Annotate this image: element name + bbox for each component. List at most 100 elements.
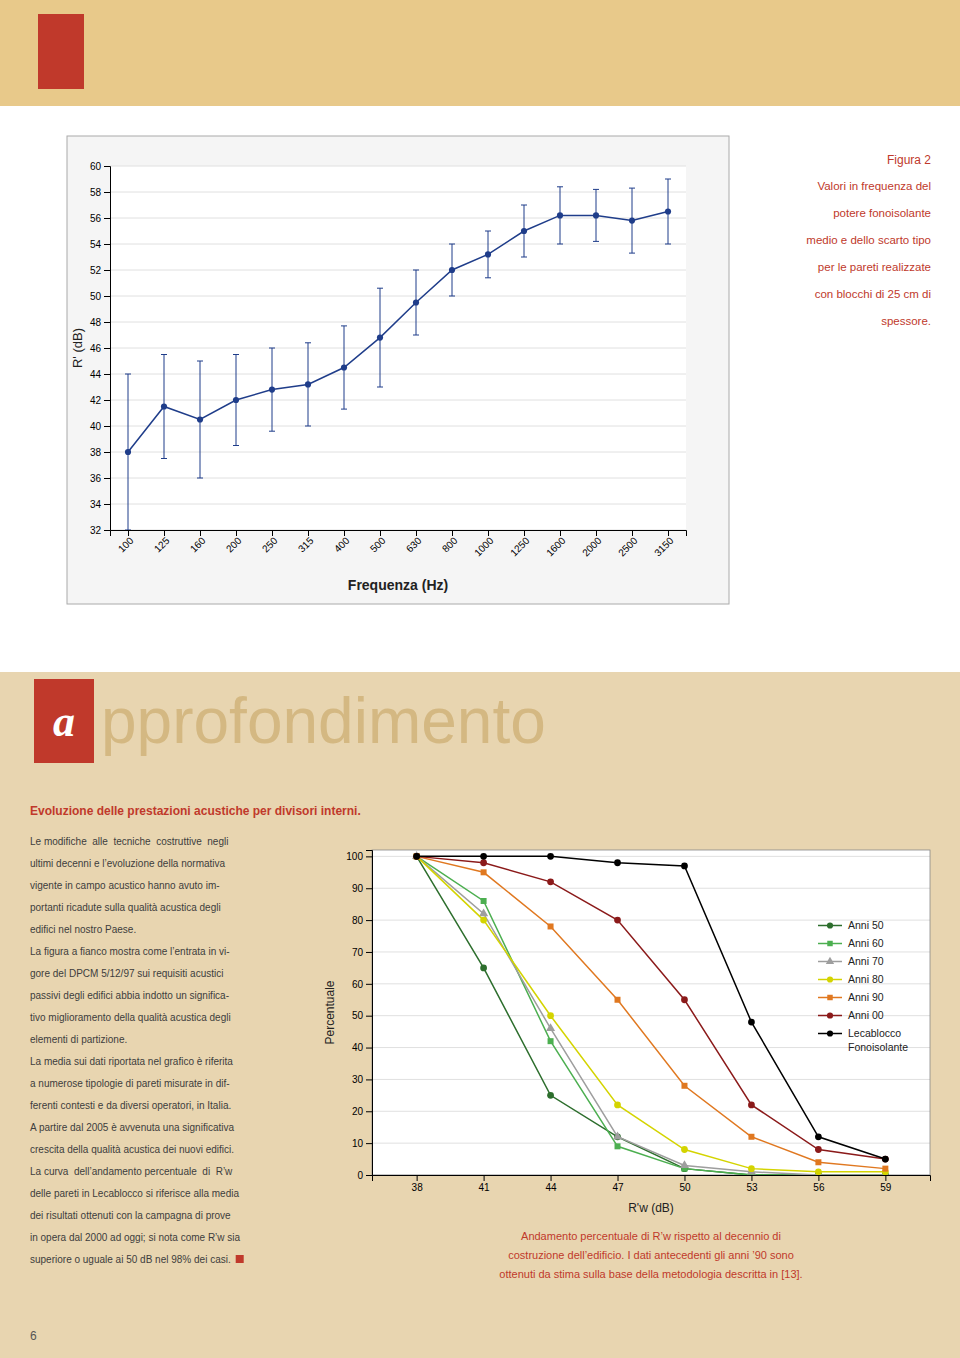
heading: pprofondimento <box>101 685 546 757</box>
tick-mark <box>104 426 110 427</box>
chart-box <box>67 136 729 604</box>
tick: 1600 <box>544 530 568 558</box>
marker <box>449 267 455 273</box>
tick-label: 54 <box>90 239 102 250</box>
top-banner <box>0 0 960 106</box>
line <box>417 856 886 1175</box>
tick-label: 1000 <box>472 535 496 559</box>
tick-mark <box>104 218 110 219</box>
tick: 50 <box>90 291 110 302</box>
marker <box>305 381 311 387</box>
bottom-section <box>0 672 960 1358</box>
line <box>417 856 886 1159</box>
grid-line <box>372 1143 930 1144</box>
tick-label: 44 <box>90 369 102 380</box>
legend-label: Anni 00 <box>848 1009 884 1021</box>
tick: 90 <box>352 883 372 894</box>
tick: 125 <box>152 530 172 555</box>
tick-label: 34 <box>90 499 102 510</box>
tick: 56 <box>813 1175 825 1193</box>
marker <box>547 1012 554 1019</box>
tick: 60 <box>90 161 110 172</box>
tick: 41 <box>479 1175 491 1193</box>
caption-line: costruzione dell’edificio. I dati antece… <box>508 1249 794 1261</box>
grid-line <box>110 504 686 505</box>
tick: 10 <box>352 1138 372 1149</box>
tick: 42 <box>90 395 110 406</box>
series <box>414 853 889 1171</box>
tick-mark <box>751 1175 752 1181</box>
tick: 70 <box>352 947 372 958</box>
marker <box>593 212 599 218</box>
tick: 1000 <box>472 530 496 558</box>
marker <box>613 1132 622 1140</box>
tick-mark <box>366 952 372 953</box>
tick-mark <box>272 530 273 536</box>
grid-line <box>110 244 686 245</box>
marker <box>413 853 420 860</box>
series <box>413 853 888 1175</box>
grid-line <box>372 888 930 889</box>
tick: 400 <box>332 530 352 555</box>
marker <box>233 397 239 403</box>
tick-mark <box>104 296 110 297</box>
grid-line <box>110 218 686 219</box>
body-line: elementi di partizione. <box>30 1034 127 1045</box>
grid-line <box>372 1111 930 1112</box>
tick-label: 125 <box>152 535 172 555</box>
grid-line <box>110 348 686 349</box>
tick-label: 38 <box>412 1182 424 1193</box>
tick: 40 <box>90 421 110 432</box>
body-line: edifici nel nostro Paese. <box>30 924 136 935</box>
tick: 30 <box>352 1074 372 1085</box>
error-bar <box>413 270 419 335</box>
tick-label: 50 <box>679 1182 691 1193</box>
legend-entry: Anni 50 <box>818 919 884 931</box>
plot-background <box>372 850 930 1175</box>
tick: 44 <box>90 369 110 380</box>
marker <box>414 853 420 859</box>
tick: 200 <box>224 530 244 555</box>
tick-label: 32 <box>90 525 102 536</box>
caption-line: potere fonoisolante <box>833 207 931 219</box>
tick-label: 42 <box>90 395 102 406</box>
tick: 800 <box>440 530 460 555</box>
tick-mark <box>164 530 165 536</box>
tick-label: 0 <box>357 1170 363 1181</box>
tick-mark <box>104 452 110 453</box>
tick-mark <box>308 530 309 536</box>
marker <box>882 1156 889 1163</box>
tick-mark <box>128 530 129 536</box>
tick-label: 80 <box>352 915 364 926</box>
tick-mark <box>104 478 110 479</box>
section-title: Evoluzione delle prestazioni acustiche p… <box>30 804 361 818</box>
error-bar <box>341 326 347 409</box>
tick-mark <box>380 530 381 536</box>
tick-label: 60 <box>352 979 364 990</box>
caption-line: ottenuti da stima sulla base della metod… <box>499 1268 802 1280</box>
tick: 80 <box>352 915 372 926</box>
tick-mark <box>452 530 453 536</box>
marker <box>480 859 487 866</box>
tick-mark <box>366 1016 372 1017</box>
x-axis: 1001251602002503154005006308001000125016… <box>111 530 687 558</box>
tick-label: 315 <box>296 535 316 555</box>
tick-mark <box>366 1111 372 1112</box>
tick-label: 500 <box>368 535 388 555</box>
caption-line: per le pareti realizzate <box>818 261 931 273</box>
tick-label: 50 <box>352 1010 364 1021</box>
caption-line: Valori in frequenza del <box>817 180 931 192</box>
tick-label: 53 <box>746 1182 758 1193</box>
tick-label: 30 <box>352 1074 364 1085</box>
marker <box>414 853 420 859</box>
marker <box>681 1146 688 1153</box>
body-line: La curva dell’andamento percentuale di R… <box>30 1166 233 1177</box>
tick-mark <box>104 504 110 505</box>
tick-mark <box>668 530 669 536</box>
tick: 40 <box>352 1042 372 1053</box>
tick-mark <box>366 1048 372 1049</box>
tick-mark <box>416 530 417 536</box>
grid-line <box>372 983 930 984</box>
tick-mark <box>104 192 110 193</box>
line <box>417 856 886 1175</box>
